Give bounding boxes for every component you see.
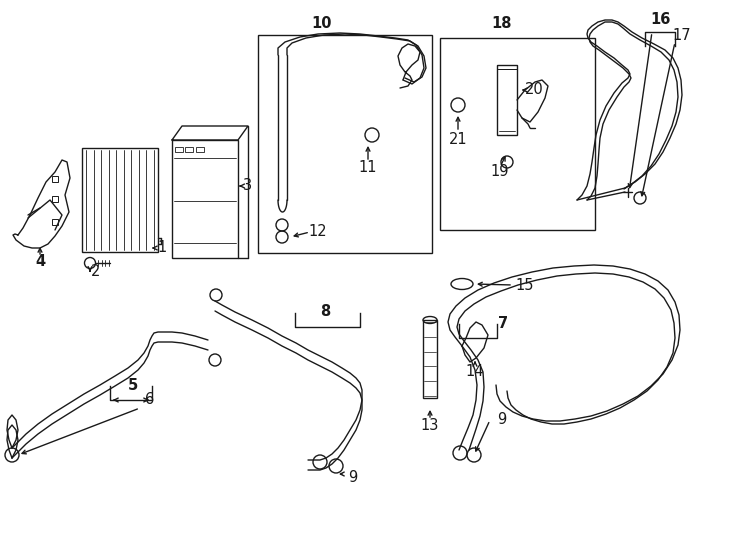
Bar — [196, 147, 204, 152]
Bar — [440, 38, 595, 230]
Text: 16: 16 — [650, 12, 670, 28]
Text: 17: 17 — [672, 29, 691, 44]
Text: 18: 18 — [492, 16, 512, 30]
Text: 13: 13 — [421, 417, 439, 433]
Text: 11: 11 — [359, 160, 377, 176]
Text: 10: 10 — [312, 16, 333, 30]
Text: 12: 12 — [309, 225, 327, 240]
Bar — [423, 320, 437, 398]
Bar — [258, 35, 432, 253]
Text: 15: 15 — [516, 278, 534, 293]
Text: 6: 6 — [145, 393, 155, 408]
Text: 19: 19 — [491, 165, 509, 179]
Text: 9: 9 — [349, 470, 357, 485]
Text: 5: 5 — [128, 377, 138, 393]
Text: 9: 9 — [498, 413, 506, 428]
Bar — [52, 219, 58, 225]
Text: 3: 3 — [244, 179, 252, 193]
Bar — [175, 147, 183, 152]
Text: 20: 20 — [525, 83, 543, 98]
Bar — [185, 147, 193, 152]
Text: 21: 21 — [448, 132, 468, 147]
Text: 1: 1 — [157, 240, 167, 255]
Bar — [172, 140, 238, 258]
Text: 7: 7 — [498, 315, 508, 330]
Text: 2: 2 — [91, 265, 101, 280]
Text: 4: 4 — [35, 253, 45, 268]
Text: 8: 8 — [320, 305, 330, 320]
Text: 14: 14 — [466, 364, 484, 380]
Bar — [497, 65, 517, 135]
Bar — [82, 148, 158, 252]
Bar — [52, 176, 58, 182]
Bar — [52, 196, 58, 202]
